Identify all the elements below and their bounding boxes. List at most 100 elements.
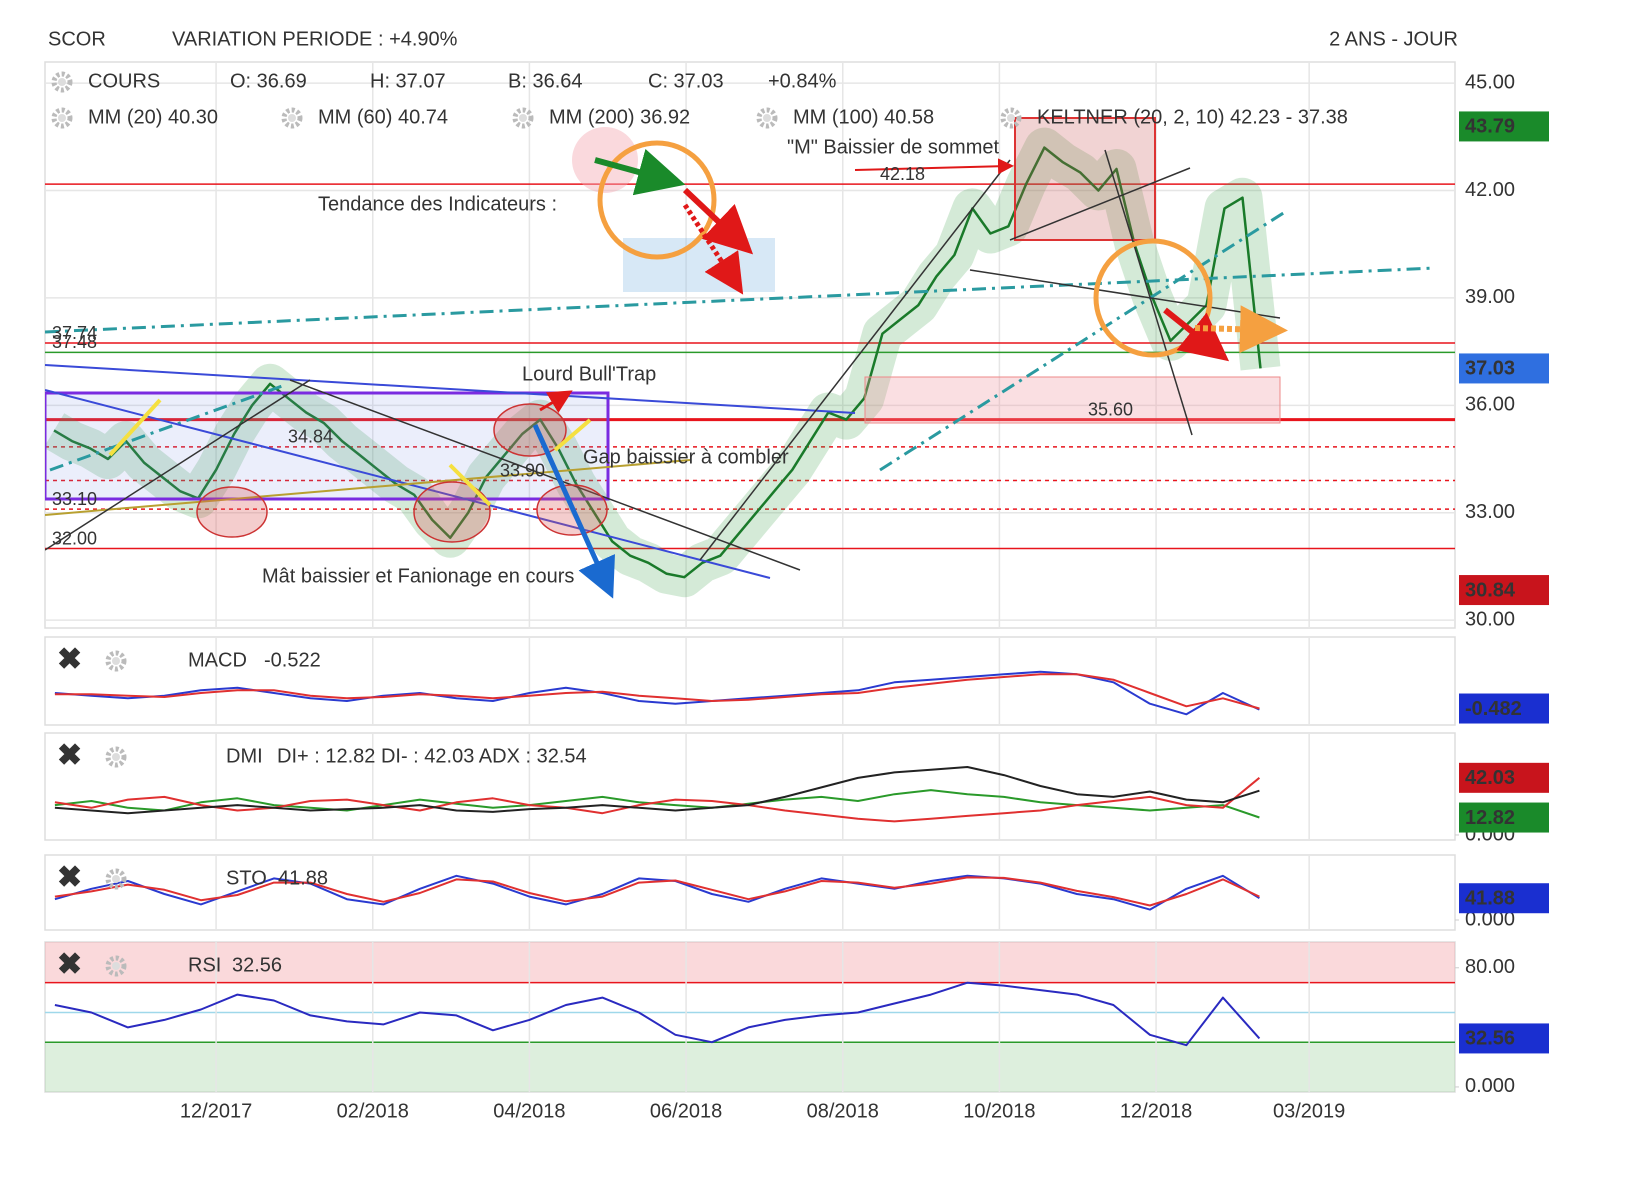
indicator-name: MACD [188, 649, 247, 671]
annotation: Mât baissier et Fanionage en cours [262, 565, 574, 587]
quote-info: +0.84% [768, 70, 837, 92]
panel [44, 941, 1456, 1093]
panel [44, 636, 1456, 726]
foreground: 30.00 33.00 36.00 39.00 42.00 45.00 42.18 37.74… [51, 70, 1549, 1122]
settings-icon[interactable] [512, 107, 534, 129]
settings-icon[interactable] [756, 107, 778, 129]
settings-icon[interactable] [105, 650, 127, 672]
price-tag-label: 43.79 [1465, 116, 1515, 138]
oversold-zone [45, 1042, 1455, 1092]
level-label: 37.74 [52, 323, 97, 343]
price-tag-label: 32.56 [1465, 1028, 1515, 1050]
trend-line [289, 379, 801, 571]
indicator-box [623, 238, 775, 292]
price-tag [1459, 575, 1549, 606]
x-tick-label: 10/2018 [963, 1100, 1035, 1122]
quote-info: COURS [88, 70, 160, 92]
level-label: 32.00 [52, 528, 97, 548]
level-label: 37.48 [52, 332, 97, 352]
annotation: Gap baissier à combler [583, 446, 789, 468]
arrow [1163, 307, 1230, 362]
x-tick-label: 06/2018 [650, 1100, 722, 1122]
quote-info: C: 37.03 [648, 70, 724, 92]
trend-line [1104, 149, 1193, 436]
annotation: Lourd Bull'Trap [522, 363, 656, 385]
close-icon[interactable]: ✖ [57, 861, 82, 894]
price-tag [1459, 353, 1549, 384]
arrow [682, 187, 754, 255]
mark [553, 418, 592, 452]
y-tick-label: 33.00 [1465, 501, 1515, 523]
trend-line [45, 459, 691, 516]
circle [597, 140, 717, 260]
trend-line [879, 210, 1286, 472]
y-tick-label: 45.00 [1465, 71, 1515, 93]
gap-zone [864, 376, 1281, 424]
panel [44, 732, 1456, 841]
settings-icon[interactable] [281, 107, 303, 129]
series-line [54, 673, 1260, 710]
arrow [854, 158, 1014, 175]
price-tag [1459, 762, 1549, 793]
price-tag-label: 42.03 [1465, 767, 1515, 789]
mark [108, 398, 162, 457]
arrow [594, 148, 686, 196]
quote-info: H: 37.07 [370, 70, 446, 92]
price-tag [1459, 1023, 1549, 1054]
m-top-box [1014, 117, 1156, 241]
legend-entry: MM (100) 40.58 [793, 106, 934, 128]
price-tag [1459, 802, 1549, 833]
series-line [54, 981, 1261, 1047]
settings-icon[interactable] [105, 868, 127, 890]
trend-line [969, 269, 1281, 319]
close-icon[interactable]: ✖ [57, 739, 82, 772]
settings-icon[interactable] [105, 746, 127, 768]
oval [493, 403, 567, 457]
settings-icon[interactable] [105, 955, 127, 977]
arrow [682, 203, 744, 295]
level-label: 42.18 [880, 164, 925, 184]
x-tick-label: 04/2018 [493, 1100, 565, 1122]
level-label: 33.10 [52, 489, 97, 509]
price-tag [1459, 693, 1549, 724]
series-line [54, 874, 1260, 911]
arrow [1194, 305, 1288, 354]
price-tag-label: 41.88 [1465, 888, 1515, 910]
price-tag-label: -0.482 [1465, 698, 1522, 720]
indicator-readout: -0.522 [264, 649, 321, 671]
trend-line [1009, 167, 1191, 241]
x-tick-label: 02/2018 [337, 1100, 409, 1122]
indicator-name: DMI [226, 745, 263, 767]
settings-icon[interactable] [51, 107, 73, 129]
level-label: 35.60 [1088, 399, 1133, 419]
price-tag-label: 30.84 [1465, 579, 1516, 601]
trend-line [45, 379, 311, 551]
symbol: SCOR [48, 28, 106, 50]
legend-entry: MM (60) 40.74 [318, 106, 448, 128]
x-tick-label: 08/2018 [807, 1100, 879, 1122]
mark [448, 463, 492, 507]
level-label: 33.90 [500, 460, 545, 480]
trend-line [49, 383, 286, 472]
y-tick-label: 39.00 [1465, 286, 1515, 308]
legend-entry: MM (20) 40.30 [88, 106, 218, 128]
close-icon[interactable]: ✖ [57, 948, 82, 981]
circle [1093, 238, 1213, 358]
series-line [54, 777, 1261, 823]
x-tick-label: 12/2017 [180, 1100, 252, 1122]
y-tick-label: 42.00 [1465, 179, 1515, 201]
price-tag [1459, 883, 1549, 914]
trend-line [699, 159, 1011, 561]
indicator-name: STO [226, 867, 267, 889]
level-label: 34.84 [288, 427, 333, 447]
layers [44, 61, 1459, 1093]
x-tick-label: 03/2019 [1273, 1100, 1345, 1122]
arrow [539, 390, 573, 414]
settings-icon[interactable] [1000, 107, 1022, 129]
settings-icon[interactable] [51, 71, 73, 93]
series-line [54, 766, 1260, 815]
annotation: "M" Baissier de sommet [787, 136, 999, 158]
close-icon[interactable]: ✖ [57, 643, 82, 676]
annotation: Tendance des Indicateurs : [318, 193, 557, 215]
period: 2 ANS - JOUR [1329, 28, 1458, 50]
